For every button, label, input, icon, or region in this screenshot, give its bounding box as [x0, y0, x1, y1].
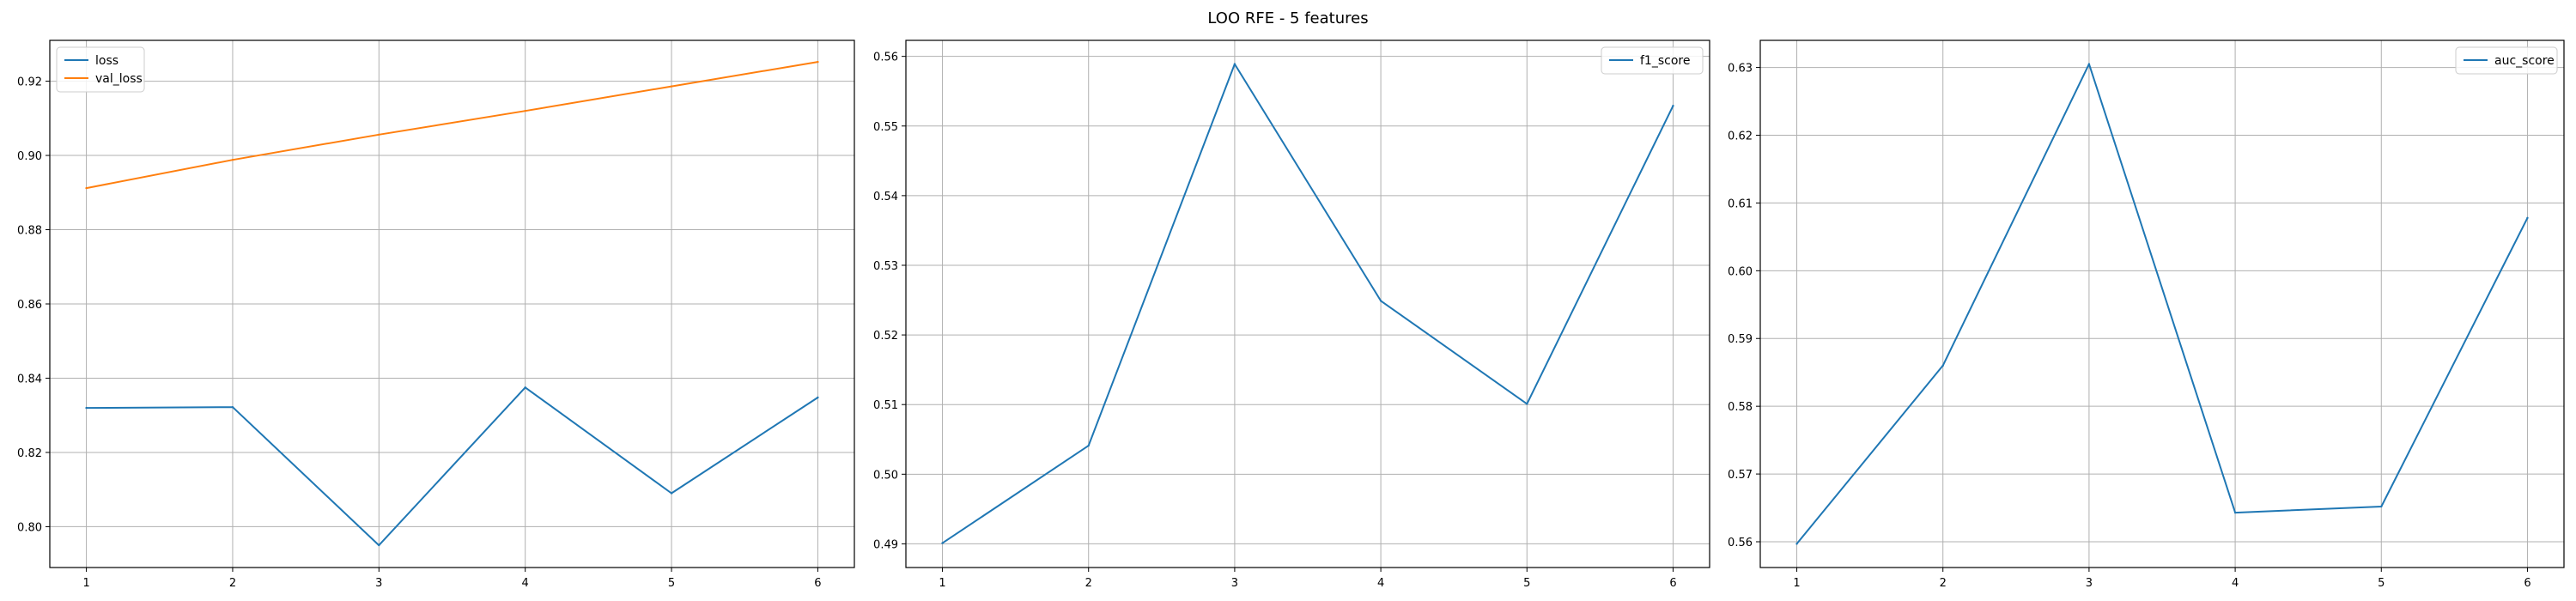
- y-tick-label: 0.58: [1728, 401, 1753, 414]
- y-tick-label: 0.56: [873, 52, 898, 64]
- y-tick-label: 0.55: [873, 121, 898, 134]
- legend-label: auc_score: [2494, 54, 2555, 68]
- legend-box: [1601, 46, 1704, 75]
- figure-title: LOO RFE - 5 features: [1207, 9, 1368, 27]
- y-tick-label: 0.90: [17, 150, 42, 163]
- y-tick-label: 0.52: [873, 330, 898, 343]
- x-tick-label: 3: [1231, 577, 1238, 590]
- x-tick-label: 5: [2378, 577, 2385, 590]
- data-point-f1_score: [1087, 444, 1090, 447]
- y-tick-label: 0.60: [1728, 265, 1753, 278]
- x-tick-label: 4: [1377, 577, 1384, 590]
- legend-label: f1_score: [1640, 54, 1690, 68]
- x-tick-label: 3: [375, 577, 382, 590]
- legend: auc_score: [2455, 46, 2558, 75]
- data-point-f1_score: [1672, 105, 1674, 107]
- x-tick-label: 1: [1793, 577, 1800, 590]
- x-tick-label: 4: [2232, 577, 2239, 590]
- series-line-f1_score: [941, 63, 1674, 544]
- x-tick-label: 5: [668, 577, 675, 590]
- y-tick-label: 0.86: [17, 299, 42, 312]
- data-point-f1_score: [1233, 63, 1236, 65]
- data-point-auc_score: [1795, 543, 1798, 545]
- x-tick-label: 6: [814, 577, 821, 590]
- y-tick-label: 0.49: [873, 538, 898, 551]
- y-tick-label: 0.62: [1728, 130, 1753, 143]
- x-tick-label: 2: [1940, 577, 1947, 590]
- y-tick-label: 0.63: [1728, 63, 1753, 76]
- x-tick-label: 1: [82, 577, 89, 590]
- legend-box: [2455, 46, 2558, 75]
- data-point-val_loss: [524, 109, 526, 112]
- legend-label: val_loss: [95, 72, 143, 86]
- x-tick-label: 2: [1085, 577, 1092, 590]
- data-point-loss: [670, 492, 673, 495]
- y-tick-label: 0.57: [1728, 469, 1753, 482]
- y-tick-label: 0.80: [17, 521, 42, 534]
- legend-label: loss: [95, 54, 118, 68]
- y-tick-label: 0.51: [873, 399, 898, 412]
- data-point-auc_score: [2087, 63, 2091, 65]
- subplot-1: 1 2 3 4 5 6 0.80 0.82 0.84 0.86 0.88 0.90 0.92 loss va…: [17, 39, 855, 590]
- axes-frame: [49, 39, 855, 568]
- data-point-loss: [85, 406, 88, 410]
- data-point-val_loss: [231, 159, 234, 161]
- series-line-loss: [86, 386, 818, 547]
- y-tick-label: 0.56: [1728, 537, 1753, 549]
- x-tick-label: 5: [1523, 577, 1530, 590]
- data-point-f1_score: [1526, 403, 1528, 405]
- legend-box: [56, 46, 145, 93]
- data-point-loss: [231, 406, 234, 409]
- axes-frame: [1759, 39, 2565, 568]
- legend: loss val_loss: [56, 46, 145, 93]
- data-point-val_loss: [85, 186, 88, 190]
- y-tick-label: 0.88: [17, 225, 42, 238]
- data-point-val_loss: [378, 133, 380, 137]
- subplot-3: 1 2 3 4 5 6 0.56 0.57 0.58 0.59 0.60 0.61 0.62 0.63 au…: [1728, 39, 2565, 590]
- axes-frame: [905, 39, 1710, 568]
- data-point-loss: [817, 396, 819, 399]
- y-tick-label: 0.84: [17, 373, 42, 385]
- y-tick-label: 0.53: [873, 260, 898, 273]
- data-point-loss: [378, 543, 380, 547]
- data-point-auc_score: [1941, 364, 1944, 367]
- data-point-auc_score: [2233, 511, 2237, 514]
- legend: f1_score: [1601, 46, 1704, 75]
- x-tick-label: 3: [2086, 577, 2093, 590]
- subplots: 1 2 3 4 5 6 0.80 0.82 0.84 0.86 0.88 0.90 0.92 loss va…: [17, 39, 2565, 590]
- x-tick-label: 6: [2524, 577, 2530, 590]
- x-tick-label: 4: [522, 577, 529, 590]
- data-point-f1_score: [941, 542, 944, 544]
- y-tick-label: 0.61: [1728, 197, 1753, 210]
- data-point-val_loss: [670, 85, 673, 88]
- series-line-val_loss: [86, 61, 818, 190]
- y-tick-label: 0.59: [1728, 333, 1753, 346]
- y-tick-label: 0.54: [873, 191, 898, 203]
- y-tick-label: 0.92: [17, 76, 42, 89]
- data-point-auc_score: [2380, 505, 2383, 508]
- y-tick-label: 0.50: [873, 469, 898, 482]
- subplot-2: 1 2 3 4 5 6 0.49 0.50 0.51 0.52 0.53 0.54 0.55 0.56 f1…: [873, 39, 1710, 590]
- x-tick-label: 6: [1669, 577, 1676, 590]
- data-point-loss: [524, 386, 526, 389]
- data-point-f1_score: [1379, 300, 1382, 302]
- x-tick-label: 1: [939, 577, 945, 590]
- data-point-val_loss: [817, 60, 819, 64]
- y-tick-label: 0.82: [17, 447, 42, 460]
- x-tick-label: 2: [229, 577, 236, 590]
- data-point-auc_score: [2526, 216, 2529, 219]
- series-line-auc_score: [1795, 63, 2529, 545]
